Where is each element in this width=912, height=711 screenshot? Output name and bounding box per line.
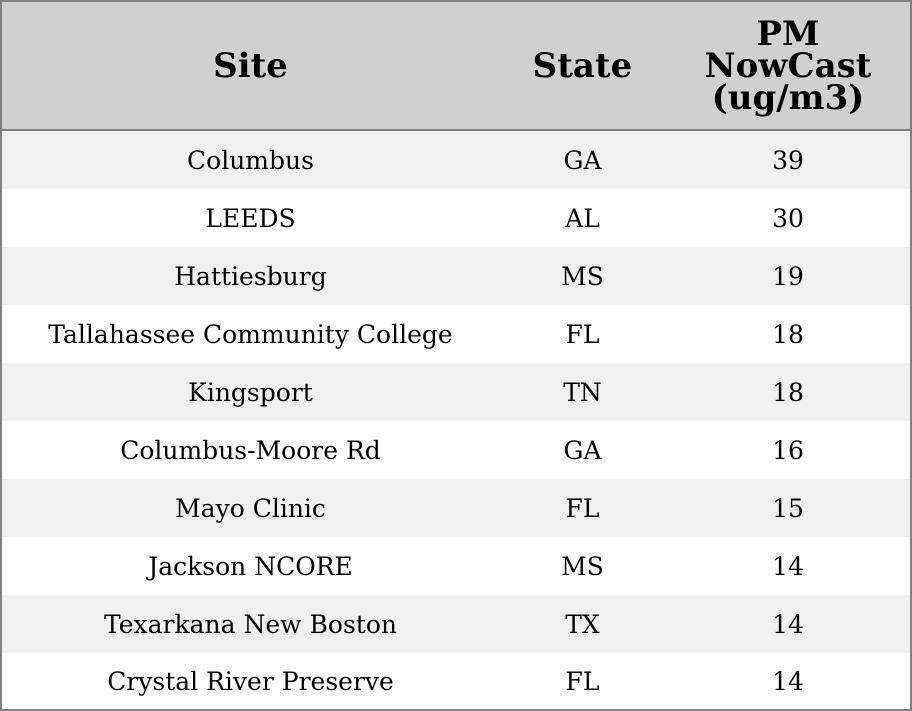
- state-cell: MS: [561, 551, 604, 581]
- column-header-pm-line-2: NowCast: [704, 45, 872, 86]
- pm-value-cell: 18: [772, 319, 804, 349]
- column-header-pm-nowcast: PM NowCast (ug/m3): [666, 2, 910, 129]
- table-row: Texarkana New Boston TX 14: [2, 595, 910, 653]
- site-cell: Tallahassee Community College: [48, 319, 453, 349]
- pm-value-cell: 14: [772, 666, 804, 696]
- pm-value-cell: 14: [772, 609, 804, 639]
- table-row: LEEDS AL 30: [2, 189, 910, 247]
- state-cell: FL: [565, 493, 600, 523]
- table-row: Tallahassee Community College FL 18: [2, 305, 910, 363]
- pm-value-cell: 14: [772, 551, 804, 581]
- state-cell: GA: [563, 145, 602, 175]
- site-cell: Columbus-Moore Rd: [120, 435, 381, 465]
- site-cell: Texarkana New Boston: [104, 609, 397, 639]
- pm-value-cell: 15: [772, 493, 804, 523]
- state-cell: TN: [563, 377, 602, 407]
- column-header-state: State: [532, 45, 633, 86]
- state-cell: FL: [565, 319, 600, 349]
- state-cell: FL: [565, 666, 600, 696]
- site-cell: Mayo Clinic: [175, 493, 326, 523]
- table-row: Mayo Clinic FL 15: [2, 479, 910, 537]
- table-row: Columbus GA 39: [2, 131, 910, 189]
- state-cell: GA: [563, 435, 602, 465]
- pm-value-cell: 39: [772, 145, 804, 175]
- table-row: Columbus-Moore Rd GA 16: [2, 421, 910, 479]
- site-cell: Crystal River Preserve: [107, 666, 394, 696]
- site-cell: Kingsport: [188, 377, 313, 407]
- pm-value-cell: 16: [772, 435, 804, 465]
- state-cell: MS: [561, 261, 604, 291]
- table-row: Crystal River Preserve FL 14: [2, 653, 910, 709]
- site-cell: LEEDS: [205, 203, 296, 233]
- site-cell: Jackson NCORE: [148, 551, 353, 581]
- pm-value-cell: 18: [772, 377, 804, 407]
- table-row: Hattiesburg MS 19: [2, 247, 910, 305]
- column-header-pm-line-1: PM: [756, 13, 820, 54]
- column-header-pm-line-3: (ug/m3): [711, 77, 865, 118]
- table-header: Site State PM NowCast (ug/m3): [2, 2, 910, 131]
- pm-value-cell: 19: [772, 261, 804, 291]
- table-row: Jackson NCORE MS 14: [2, 537, 910, 595]
- state-cell: TX: [565, 609, 600, 639]
- site-cell: Hattiesburg: [174, 261, 327, 291]
- pm-value-cell: 30: [772, 203, 804, 233]
- state-cell: AL: [565, 203, 600, 233]
- site-cell: Columbus: [187, 145, 314, 175]
- table-row: Kingsport TN 18: [2, 363, 910, 421]
- column-header-site: Site: [213, 45, 288, 86]
